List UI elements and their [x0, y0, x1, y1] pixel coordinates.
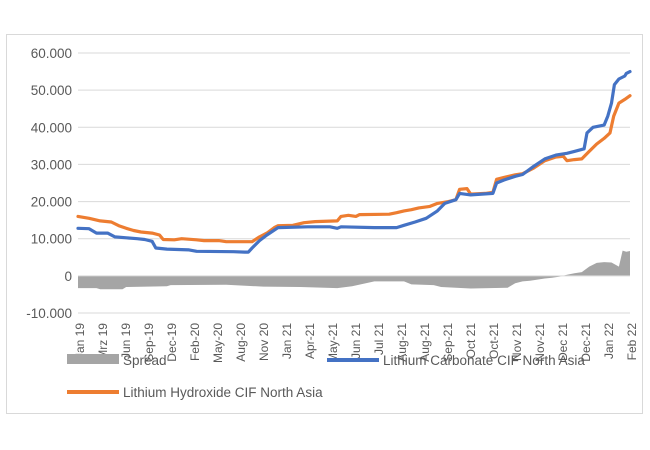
x-tick-label: Nov-21 — [533, 323, 547, 362]
grid-lines — [78, 52, 630, 314]
y-tick-label: 50.000 — [31, 83, 72, 98]
x-tick-label: Dec-21 — [579, 323, 593, 362]
y-tick-label: 20.000 — [31, 195, 72, 210]
legend-label: Spread — [123, 353, 167, 368]
y-axis-ticks: -10.000 0 10.000 20.000 30.000 40.000 50.000 60… — [26, 46, 72, 321]
x-tick-label: May-20 — [211, 323, 225, 363]
y-tick-label: 10.000 — [31, 232, 72, 247]
carbonate-line — [76, 69, 632, 254]
x-tick-label: Dec-19 — [165, 323, 179, 362]
legend-swatch-spread — [67, 354, 119, 364]
x-tick-label: Feb 22 — [625, 323, 639, 361]
chart-svg: -10.000 0 10.000 20.000 30.000 40.000 50.000 60… — [26, 46, 639, 400]
hydroxide-line — [76, 94, 632, 244]
x-tick-label: Jan 22 — [602, 323, 616, 359]
x-tick-label: Aug-21 — [418, 323, 432, 362]
y-tick-label: 0 — [64, 269, 72, 284]
spread-area — [78, 250, 630, 290]
x-tick-label: Jan 19 — [73, 323, 87, 359]
x-tick-label: Sep-19 — [142, 323, 156, 362]
x-tick-label: Jul 21 — [372, 323, 386, 355]
x-tick-label: Feb-20 — [188, 323, 202, 361]
series-lines-layer — [76, 69, 632, 254]
x-tick-label: Mrz 19 — [96, 323, 110, 360]
legend-label: Lithium Carbonate CIF North Asia — [383, 353, 585, 368]
x-tick-label: Nov 21 — [510, 323, 524, 361]
y-tick-label: -10.000 — [26, 306, 72, 321]
x-tick-label: May-21 — [326, 323, 340, 363]
y-tick-label: 40.000 — [31, 120, 72, 135]
x-tick-label: Sep-21 — [441, 323, 455, 362]
y-tick-label: 30.000 — [31, 157, 72, 172]
y-tick-label: 60.000 — [31, 46, 72, 61]
x-tick-label: Apr-21 — [303, 323, 317, 359]
spread-area-layer — [78, 250, 630, 290]
x-tick-label: Jun 19 — [119, 323, 133, 359]
x-tick-label: Oct 21 — [464, 323, 478, 359]
x-tick-label: Dec 21 — [556, 323, 570, 361]
x-tick-label: Aug-21 — [395, 323, 409, 362]
x-tick-label: Oct-21 — [487, 323, 501, 359]
x-tick-label: Jun 21 — [349, 323, 363, 359]
legend-label: Lithium Hydroxide CIF North Asia — [123, 385, 323, 400]
x-tick-label: Jan 21 — [280, 323, 294, 359]
legend: Spread Lithium Carbonate CIF North Asia Li… — [67, 353, 585, 400]
x-tick-label: Nov 20 — [257, 323, 271, 361]
x-axis-ticks: Jan 19 Mrz 19 Jun 19 Sep-19 Dec-19 Feb-20 May-… — [73, 323, 639, 363]
x-tick-label: Aug-20 — [234, 323, 248, 362]
chart-frame: -10.000 0 10.000 20.000 30.000 40.000 50.000 60… — [6, 34, 643, 414]
